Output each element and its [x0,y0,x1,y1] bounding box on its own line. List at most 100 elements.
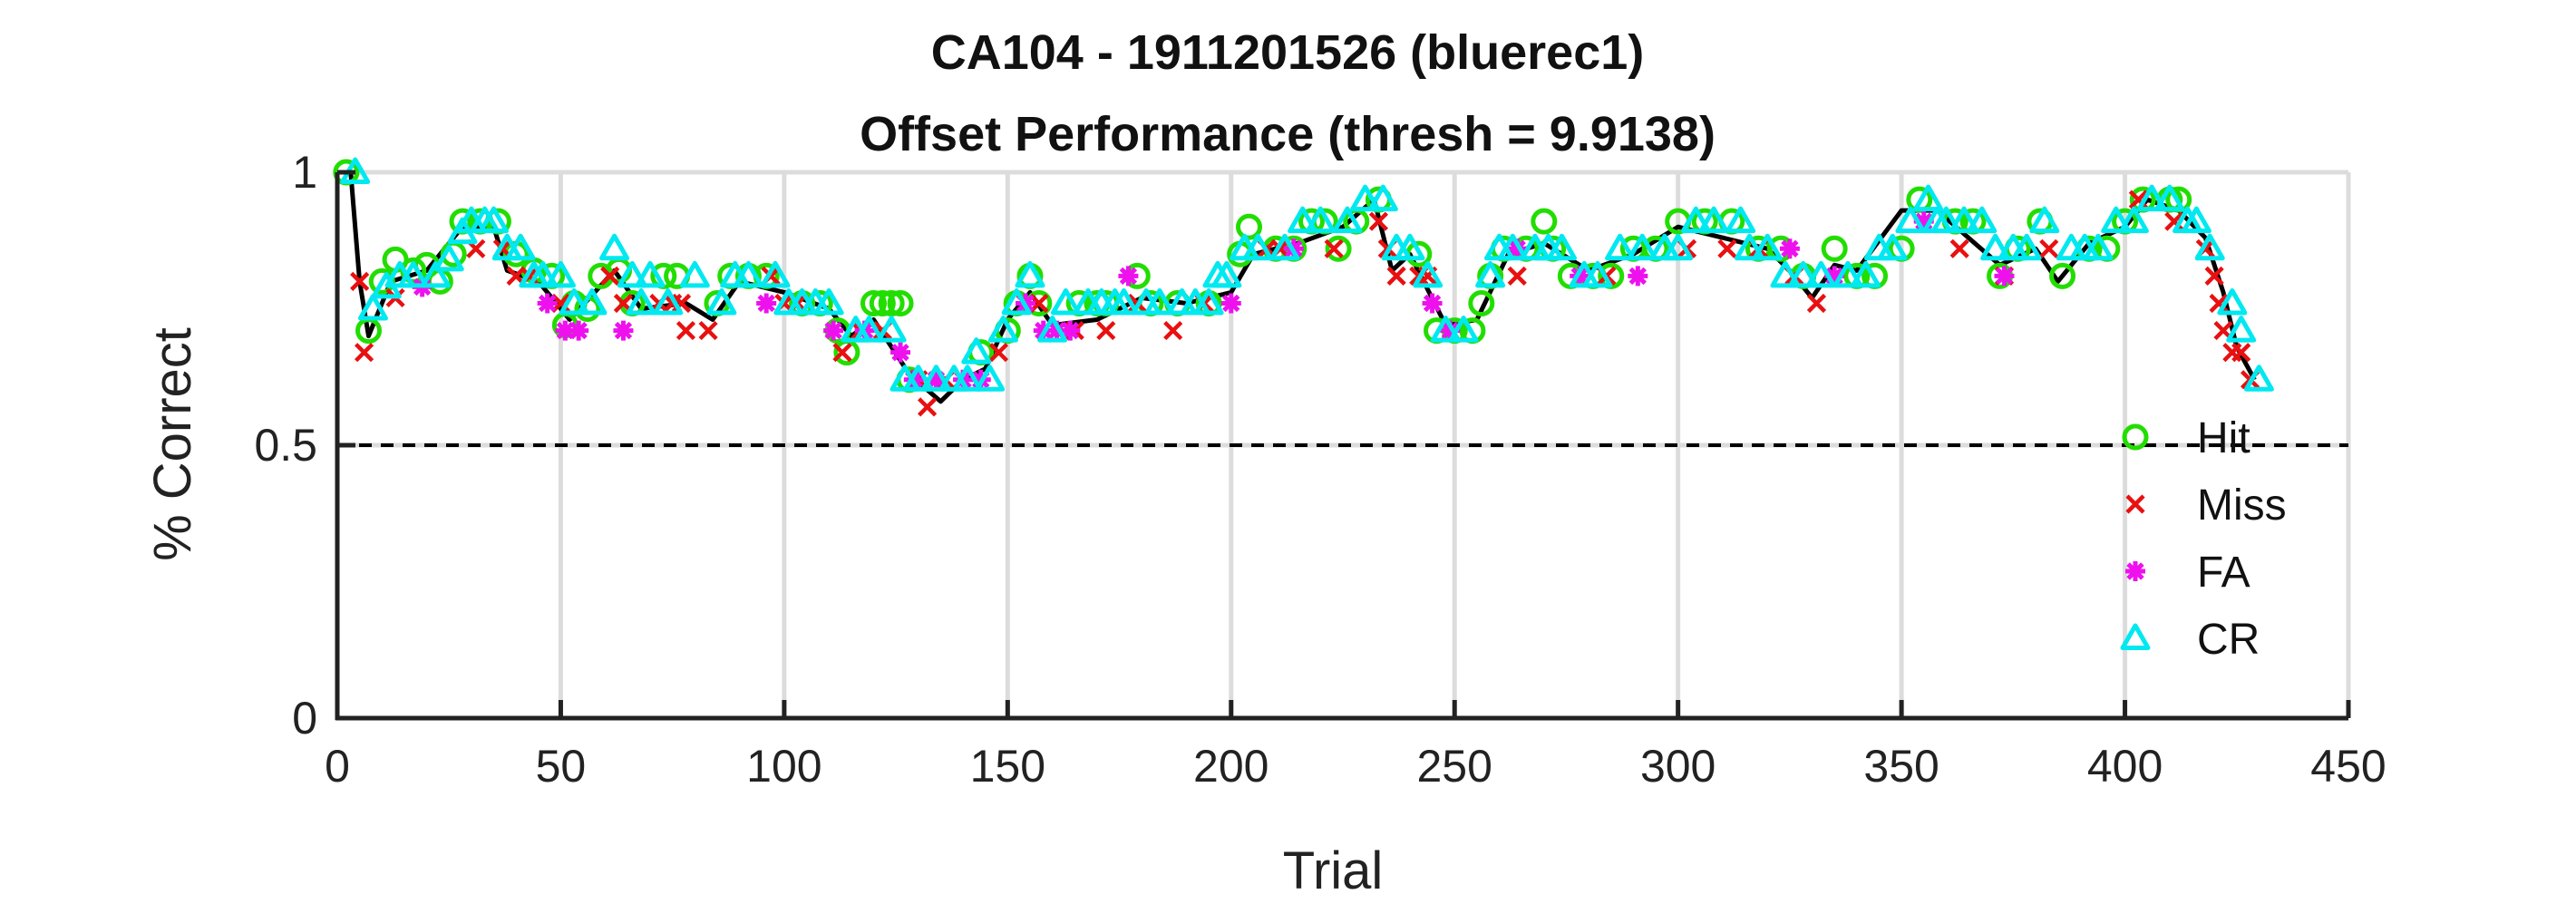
fa-point [1220,293,1241,314]
cr-point [2154,184,2185,212]
legend-label-hit: Hit [2197,414,2250,462]
chart-title: CA104 - 1911201526 (bluerec1) [931,25,1645,80]
cr-point [1269,233,1300,261]
cr-point [1497,233,1528,261]
cr-point [1242,233,1273,261]
cr-point [1395,233,1425,261]
y-axis-label: % Correct [143,327,202,561]
fa-point [537,293,558,314]
cr-point [617,260,647,288]
miss-point [988,343,1009,363]
fa-point [1046,320,1067,341]
fa-point [890,342,911,363]
hit-point [878,289,905,316]
axes [335,170,2351,721]
cr-point [987,316,1018,343]
cr-point [1367,184,1398,212]
cr-point [559,287,589,316]
cr-point [1805,260,1836,288]
tick-labels: 0 50 100 150 200 250 300 350 400 450 0 0.5 1 [254,147,2386,792]
cr-point [961,337,992,365]
fa-point [1913,211,1934,232]
cr-point [433,244,464,272]
cr-point [1108,287,1139,316]
cr-point [854,316,885,343]
cr-point [2181,206,2211,234]
miss-point [1507,266,1527,286]
fa-point [1440,320,1461,341]
cr-point [1547,233,1578,261]
x-tick-label: 200 [1193,741,1269,792]
y-tick-label: 0.5 [254,420,317,471]
miss-point [350,271,370,291]
cr-point [420,260,451,288]
cr-point [1725,206,1756,234]
miss-point [2204,266,2224,286]
cr-point [975,365,1006,392]
cr-point [1015,260,1045,288]
legend-entry-cr: CR [2120,616,2260,664]
miss-point [832,343,852,363]
fa-point [926,369,947,390]
fa-point [1422,293,1443,314]
legend-label-miss: Miss [2197,481,2287,530]
cr-point [2029,206,2060,234]
cr-point [1930,206,1961,234]
legend-marker-hit [2122,423,2149,451]
hit-point [1325,235,1352,262]
cr-point [653,287,684,316]
cr-point [2226,316,2257,343]
cr-point [1877,233,1908,261]
legend-entry-hit: Hit [2122,414,2250,462]
hit-point [869,289,896,316]
miss-point [600,266,620,286]
cr-point [1680,206,1711,234]
hit-point [833,339,860,366]
x-axis-label: Trial [1283,841,1384,900]
fa-point [1118,266,1139,287]
miss-point [2039,238,2059,258]
cr-point [528,260,559,288]
cr-point [1582,260,1613,288]
legend-marker-fa [2125,561,2145,581]
hit-point [1468,289,1495,316]
cr-point [1037,316,1068,343]
cr-point [2194,233,2225,261]
miss-point [1949,238,1969,258]
fa-point [1779,238,1800,259]
cr-point [1288,206,1318,234]
cr-point [357,294,388,321]
cr-point [760,260,791,288]
cr-point [1832,260,1863,288]
cr-point [1980,233,2011,261]
cr-point [1050,287,1081,316]
miss-point [1163,320,1183,341]
cr-point [1770,260,1801,288]
cr-point [2083,233,2114,261]
cr-point [1211,260,1242,288]
cr-point [626,287,656,316]
cr-point [577,287,608,316]
data-markers [333,157,2274,417]
cr-point [1895,206,1926,234]
miss-point [2231,343,2251,363]
x-tick-label: 350 [1863,741,1939,792]
miss-point [354,343,374,363]
y-tick-label: 0 [292,693,317,744]
fa-point [1824,266,1845,287]
cr-point [1605,233,1636,261]
cr-point [1350,184,1381,212]
cr-point [1448,316,1479,343]
cr-point [920,365,951,392]
fa-point [1628,266,1648,287]
hit-point [887,289,914,316]
cr-point [706,287,737,316]
cr-point [1663,233,1694,261]
cr-point [1698,206,1729,234]
cr-point [1305,206,1336,234]
cr-point [2217,287,2248,316]
miss-point [1717,238,1737,258]
legend-label-cr: CR [2197,616,2260,664]
